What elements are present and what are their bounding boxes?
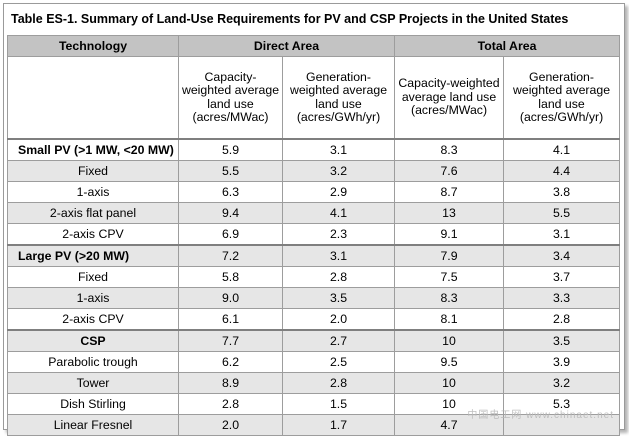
land-use-table: Technology Direct Area Total Area Capaci… — [7, 35, 621, 436]
cell: 3.1 — [281, 138, 396, 161]
total-capacity-header: Capacity-weighted average land use (acre… — [394, 56, 505, 140]
cell: 3.8 — [503, 181, 621, 203]
subheader-row: Capacity-weighted average land use (acre… — [7, 56, 621, 140]
table-row: 2-axis CPV 6.9 2.3 9.1 3.1 — [7, 223, 621, 246]
cell: 2.8 — [178, 393, 283, 415]
cell — [503, 414, 621, 436]
cell: 3.7 — [503, 266, 621, 288]
cell: 2.8 — [281, 372, 396, 394]
cell: 6.1 — [178, 308, 283, 331]
cell: 3.2 — [503, 372, 621, 394]
cell: 2.0 — [281, 308, 396, 331]
cell: 5.8 — [178, 266, 283, 288]
cell: 10 — [394, 329, 505, 352]
cell: 6.3 — [178, 181, 283, 203]
row-label: 2-axis CPV — [7, 223, 179, 246]
row-label: Fixed — [7, 160, 179, 182]
table-row: Fixed 5.5 3.2 7.6 4.4 — [7, 160, 621, 182]
technology-header: Technology — [7, 35, 179, 57]
table-row: Tower 8.9 2.8 10 3.2 — [7, 372, 621, 394]
cell: 3.1 — [281, 244, 396, 267]
cell: 7.7 — [178, 329, 283, 352]
cell: 2.7 — [281, 329, 396, 352]
table-row: Linear Fresnel 2.0 1.7 4.7 — [7, 414, 621, 436]
cell: 2.9 — [281, 181, 396, 203]
row-label: Dish Stirling — [7, 393, 179, 415]
cell: 2.8 — [503, 308, 621, 331]
total-area-header: Total Area — [394, 35, 621, 57]
cell: 3.9 — [503, 351, 621, 373]
direct-capacity-header: Capacity-weighted average land use (acre… — [178, 56, 283, 140]
cell: 2.5 — [281, 351, 396, 373]
cell: 6.9 — [178, 223, 283, 246]
table-row: 1-axis 6.3 2.9 8.7 3.8 — [7, 181, 621, 203]
table-frame: Table ES-1. Summary of Land-Use Requirem… — [3, 3, 625, 436]
cell: 8.7 — [394, 181, 505, 203]
cell: 3.5 — [281, 287, 396, 309]
table-row: Small PV (>1 MW, <20 MW) 5.9 3.1 8.3 4.1 — [7, 138, 621, 161]
cell: 4.1 — [281, 202, 396, 224]
table-row: 1-axis 9.0 3.5 8.3 3.3 — [7, 287, 621, 309]
cell: 7.6 — [394, 160, 505, 182]
cell: 7.9 — [394, 244, 505, 267]
subheader-empty — [7, 56, 179, 140]
cell: 8.9 — [178, 372, 283, 394]
site-watermark: 中国电工网 www.chinaet.net — [467, 410, 614, 421]
row-label: Linear Fresnel — [7, 414, 179, 436]
table-row: Large PV (>20 MW) 7.2 3.1 7.9 3.4 — [7, 244, 621, 267]
table-row: CSP 7.7 2.7 10 3.5 — [7, 329, 621, 352]
direct-area-header: Direct Area — [177, 35, 396, 57]
row-label: 2-axis flat panel — [7, 202, 179, 224]
row-label: CSP — [7, 329, 179, 352]
cell: 8.1 — [394, 308, 505, 331]
cell: 8.3 — [394, 287, 505, 309]
cell: 3.4 — [503, 244, 621, 267]
cell: 3.2 — [281, 160, 396, 182]
table-row: 2-axis CPV 6.1 2.0 8.1 2.8 — [7, 308, 621, 331]
table-title: Table ES-1. Summary of Land-Use Requirem… — [11, 12, 569, 26]
cell: 5.5 — [503, 202, 621, 224]
cell: 9.4 — [178, 202, 283, 224]
direct-generation-header: Generation-weighted average land use (ac… — [281, 56, 396, 140]
table-row: Parabolic trough 6.2 2.5 9.5 3.9 — [7, 351, 621, 373]
cell: 8.3 — [394, 138, 505, 161]
cell: 3.1 — [503, 223, 621, 246]
cell: 3.3 — [503, 287, 621, 309]
cell: 2.3 — [281, 223, 396, 246]
cell: 5.3 — [503, 393, 621, 415]
cell: 4.1 — [503, 138, 621, 161]
cell: 5.9 — [178, 138, 283, 161]
row-label: Parabolic trough — [7, 351, 179, 373]
cell: 4.4 — [503, 160, 621, 182]
cell: 1.7 — [281, 414, 396, 436]
row-label: Small PV (>1 MW, <20 MW) — [7, 138, 179, 161]
cell: 9.5 — [394, 351, 505, 373]
cell: 7.2 — [178, 244, 283, 267]
cell: 7.5 — [394, 266, 505, 288]
table-row: 2-axis flat panel 9.4 4.1 13 5.5 — [7, 202, 621, 224]
cell: 3.5 — [503, 329, 621, 352]
row-label: Fixed — [7, 266, 179, 288]
row-label: 1-axis — [7, 181, 179, 203]
cell: 6.2 — [178, 351, 283, 373]
cell: 2.8 — [281, 266, 396, 288]
cell: 1.5 — [281, 393, 396, 415]
cell: 9.0 — [178, 287, 283, 309]
row-label: Tower — [7, 372, 179, 394]
cell: 5.5 — [178, 160, 283, 182]
table-row: Fixed 5.8 2.8 7.5 3.7 — [7, 266, 621, 288]
row-label: Large PV (>20 MW) — [7, 244, 179, 267]
cell: 13 — [394, 202, 505, 224]
cell: 10 — [394, 372, 505, 394]
cell: 2.0 — [178, 414, 283, 436]
cell: 9.1 — [394, 223, 505, 246]
total-generation-header: Generation-weighted average land use (ac… — [503, 56, 621, 140]
header-row: Technology Direct Area Total Area — [7, 35, 621, 57]
row-label: 1-axis — [7, 287, 179, 309]
row-label: 2-axis CPV — [7, 308, 179, 331]
